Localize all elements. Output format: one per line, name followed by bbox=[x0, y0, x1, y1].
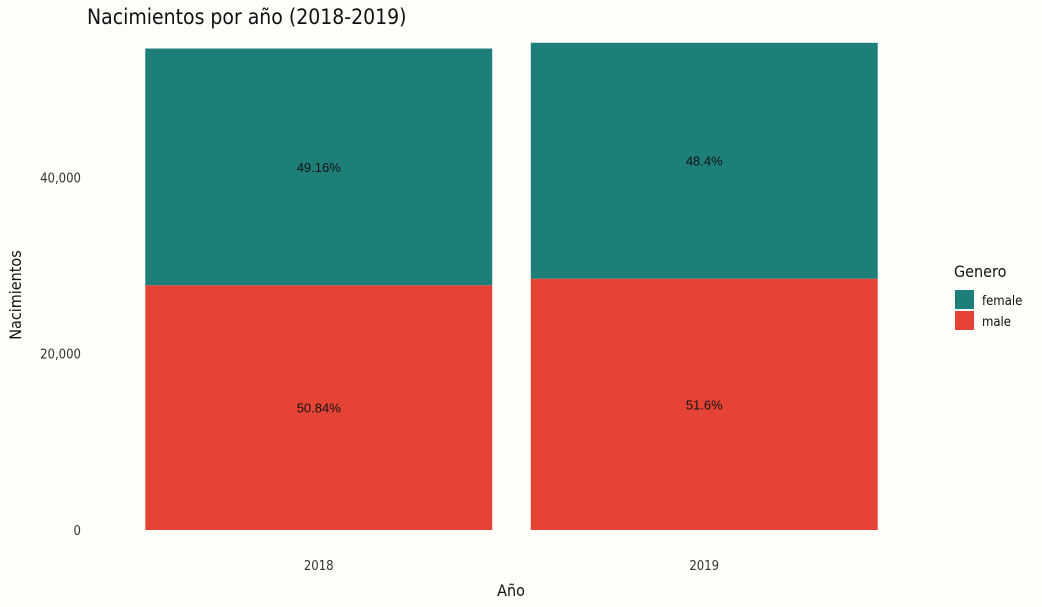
bar-male-2019 bbox=[530, 278, 878, 530]
y-axis-title: Nacimientos bbox=[6, 250, 25, 339]
legend-swatch-female bbox=[955, 290, 974, 309]
legend-label-male: male bbox=[982, 315, 1011, 330]
legend-swatch-male bbox=[955, 311, 974, 330]
legend-title: Genero bbox=[954, 262, 1007, 281]
chart-title: Nacimientos por año (2018-2019) bbox=[87, 5, 407, 29]
legend-label-female: female bbox=[982, 294, 1022, 309]
x-tick-label: 2019 bbox=[689, 559, 719, 574]
bar-male-2018 bbox=[145, 285, 493, 530]
y-tick-label: 20,000 bbox=[40, 348, 81, 363]
bar-label-female-2019: 48.4% bbox=[686, 154, 723, 169]
bar-label-female-2018: 49.16% bbox=[297, 160, 342, 175]
bar-labels-layer: 50.84% 49.16% 51.6% 48.4% bbox=[297, 154, 723, 416]
legend: Genero female male bbox=[954, 262, 1022, 330]
bar-female-2019 bbox=[530, 42, 878, 279]
x-tick-label: 2018 bbox=[304, 559, 334, 574]
y-tick-label: 40,000 bbox=[40, 171, 81, 186]
y-tick-label: 0 bbox=[74, 524, 81, 539]
bar-female-2018 bbox=[145, 48, 493, 286]
x-axis-title: Año bbox=[497, 581, 525, 600]
bars-layer bbox=[145, 42, 878, 530]
x-axis-ticks: 2018 2019 bbox=[304, 559, 719, 574]
y-axis-ticks: 0 20,000 40,000 bbox=[40, 171, 81, 539]
bar-label-male-2018: 50.84% bbox=[297, 401, 342, 416]
bar-label-male-2019: 51.6% bbox=[686, 397, 723, 412]
